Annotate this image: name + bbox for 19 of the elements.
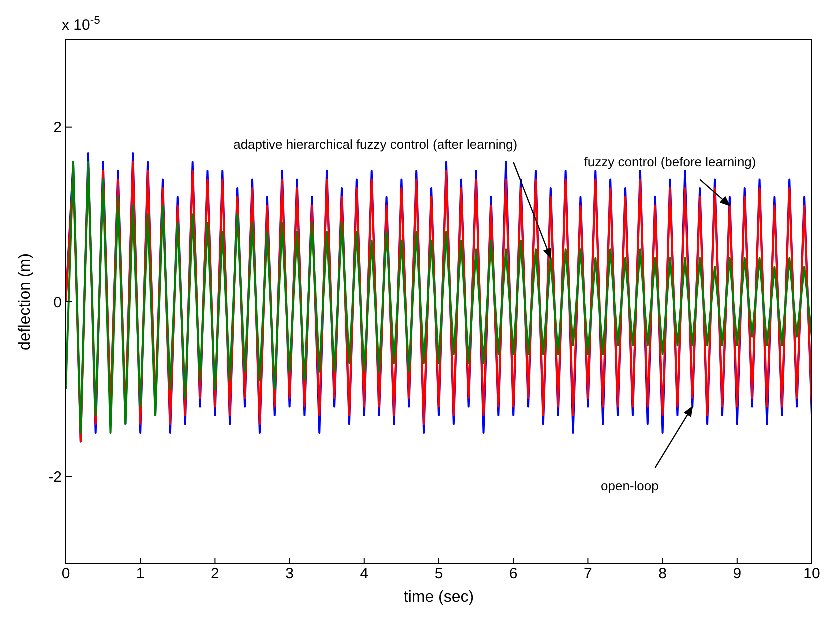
annotation: adaptive hierarchical fuzzy control (after learning)	[234, 137, 518, 152]
x-tick-label: 6	[509, 566, 518, 583]
x-tick-label: 4	[360, 566, 369, 583]
x-tick-label: 1	[136, 566, 145, 583]
y-tick-label: 0	[54, 294, 62, 312]
text: x 10$^{-5}$	[62, 15, 100, 34]
x-axis-title: time (sec)	[404, 589, 474, 606]
x-tick-label: 10	[804, 566, 820, 583]
x-tick-label: 8	[658, 566, 667, 583]
annotation: fuzzy control (before learning)	[584, 154, 756, 170]
x-tick-label: 9	[733, 566, 742, 583]
x-tick-label: 2	[211, 566, 220, 583]
x-tick-label: 7	[584, 566, 592, 583]
annotation: open-loop	[601, 478, 659, 494]
x-tick-label: 3	[286, 566, 294, 583]
y-tick-label: -2	[48, 468, 62, 486]
y-tick-label: 2	[54, 120, 62, 137]
y-axis-title: deflection (m)	[17, 254, 34, 350]
x-tick-label: 5	[434, 566, 444, 583]
